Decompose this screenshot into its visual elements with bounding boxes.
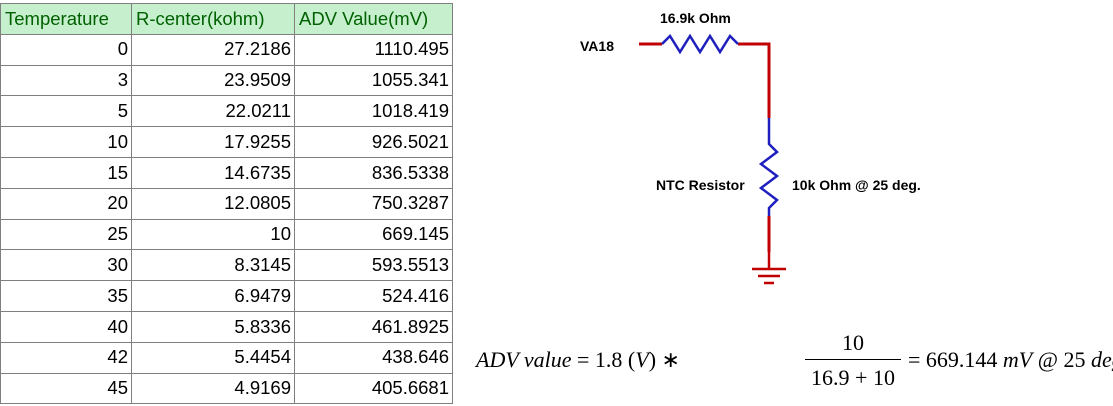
table-row: 0 27.2186 1110.495 xyxy=(0,33,453,66)
top-resistor-label: 16.9k Ohm xyxy=(660,10,731,26)
ntc-label: NTC Resistor xyxy=(656,177,745,193)
header-r-center[interactable]: R-center(kohm) xyxy=(131,3,295,35)
cell-temperature[interactable]: 45 xyxy=(0,372,132,405)
formula-rhs-eq: = 669.144 xyxy=(908,347,1003,372)
table-row: 20 12.0805 750.3287 xyxy=(0,187,453,220)
table-row: 35 6.9479 524.416 xyxy=(0,280,453,312)
adv-formula: ADV value = 1.8 (V) ∗ 10 16.9 + 10 = 669… xyxy=(476,328,1113,398)
cell-adv-value[interactable]: 461.8925 xyxy=(294,310,453,343)
cell-temperature[interactable]: 40 xyxy=(0,310,132,343)
formula-unit-mv: mV xyxy=(1002,347,1033,372)
cell-adv-value[interactable]: 669.145 xyxy=(294,218,453,251)
cell-temperature[interactable]: 30 xyxy=(0,249,132,282)
cell-r-center[interactable]: 8.3145 xyxy=(131,249,295,282)
cell-temperature[interactable]: 5 xyxy=(0,95,132,128)
cell-adv-value[interactable]: 1055.341 xyxy=(294,64,453,97)
cell-adv-value[interactable]: 593.5513 xyxy=(294,249,453,282)
formula-denominator: 16.9 + 10 xyxy=(811,365,895,390)
table-row: 5 22.0211 1018.419 xyxy=(0,95,453,128)
formula-unit-v: V xyxy=(635,347,649,372)
formula-lhs-rest: = 1.8 ( xyxy=(571,347,636,372)
cell-temperature[interactable]: 15 xyxy=(0,156,132,189)
cell-temperature[interactable]: 25 xyxy=(0,218,132,251)
cell-temperature[interactable]: 10 xyxy=(0,126,132,158)
formula-rhs: = 669.144 mV @ 25 deg. xyxy=(908,347,1113,373)
table-row: 45 4.9169 405.6681 xyxy=(0,372,453,405)
cell-r-center[interactable]: 10 xyxy=(131,218,295,251)
cell-r-center[interactable]: 23.9509 xyxy=(131,64,295,97)
ntc-resistor xyxy=(758,118,780,216)
cell-r-center[interactable]: 17.9255 xyxy=(131,126,295,158)
header-adv-value[interactable]: ADV Value(mV) xyxy=(294,3,453,35)
table-row: 25 10 669.145 xyxy=(0,218,453,251)
formula-lhs: ADV value = 1.8 (V) ∗ xyxy=(476,347,680,373)
formula-rhs-tail: @ 25 xyxy=(1032,347,1092,372)
cell-adv-value[interactable]: 926.5021 xyxy=(294,126,453,158)
cell-adv-value[interactable]: 438.646 xyxy=(294,341,453,374)
table-body: 0 27.2186 1110.495 3 23.9509 1055.341 5 22.0211… xyxy=(0,33,453,405)
cell-r-center[interactable]: 14.6735 xyxy=(131,156,295,189)
cell-adv-value[interactable]: 524.416 xyxy=(294,280,453,312)
cell-temperature[interactable]: 3 xyxy=(0,64,132,97)
circuit-diagram: VA18 16.9k Ohm NTC Resistor 10k Ohm @ 25… xyxy=(580,10,921,285)
formula-lhs-var: ADV value xyxy=(476,347,572,372)
cell-r-center[interactable]: 4.9169 xyxy=(131,372,295,405)
cell-adv-value[interactable]: 750.3287 xyxy=(294,187,453,220)
top-resistor xyxy=(661,33,739,55)
table-row: 40 5.8336 461.8925 xyxy=(0,310,453,343)
cell-temperature[interactable]: 20 xyxy=(0,187,132,220)
cell-adv-value[interactable]: 405.6681 xyxy=(294,372,453,405)
cell-adv-value[interactable]: 1018.419 xyxy=(294,95,453,128)
cell-temperature[interactable]: 35 xyxy=(0,280,132,312)
cell-adv-value[interactable]: 836.5338 xyxy=(294,156,453,189)
formula-numerator: 10 xyxy=(842,330,864,355)
cell-r-center[interactable]: 12.0805 xyxy=(131,187,295,220)
cell-r-center[interactable]: 22.0211 xyxy=(131,95,295,128)
formula-lhs-close: ) ∗ xyxy=(648,347,680,372)
table-header-row: Temperature R-center(kohm) ADV Value(mV) xyxy=(0,3,453,35)
table-row: 15 14.6735 836.5338 xyxy=(0,156,453,189)
fraction-bar xyxy=(805,359,901,360)
data-table: Temperature R-center(kohm) ADV Value(mV)… xyxy=(0,3,453,405)
cell-r-center[interactable]: 6.9479 xyxy=(131,280,295,312)
cell-r-center[interactable]: 27.2186 xyxy=(131,33,295,66)
table-row: 10 17.9255 926.5021 xyxy=(0,126,453,158)
table-row: 3 23.9509 1055.341 xyxy=(0,64,453,97)
cell-adv-value[interactable]: 1110.495 xyxy=(294,33,453,66)
ntc-value-label: 10k Ohm @ 25 deg. xyxy=(792,177,921,193)
cell-temperature[interactable]: 42 xyxy=(0,341,132,374)
source-label: VA18 xyxy=(580,38,614,54)
cell-r-center[interactable]: 5.8336 xyxy=(131,310,295,343)
cell-temperature[interactable]: 0 xyxy=(0,33,132,66)
header-temperature[interactable]: Temperature xyxy=(0,3,132,35)
formula-deg: deg. xyxy=(1091,347,1113,372)
ground-icon xyxy=(752,252,786,285)
formula-fraction: 10 16.9 + 10 xyxy=(805,328,901,392)
wire xyxy=(639,42,771,252)
table-row: 42 5.4454 438.646 xyxy=(0,341,453,374)
table-row: 30 8.3145 593.5513 xyxy=(0,249,453,282)
cell-r-center[interactable]: 5.4454 xyxy=(131,341,295,374)
